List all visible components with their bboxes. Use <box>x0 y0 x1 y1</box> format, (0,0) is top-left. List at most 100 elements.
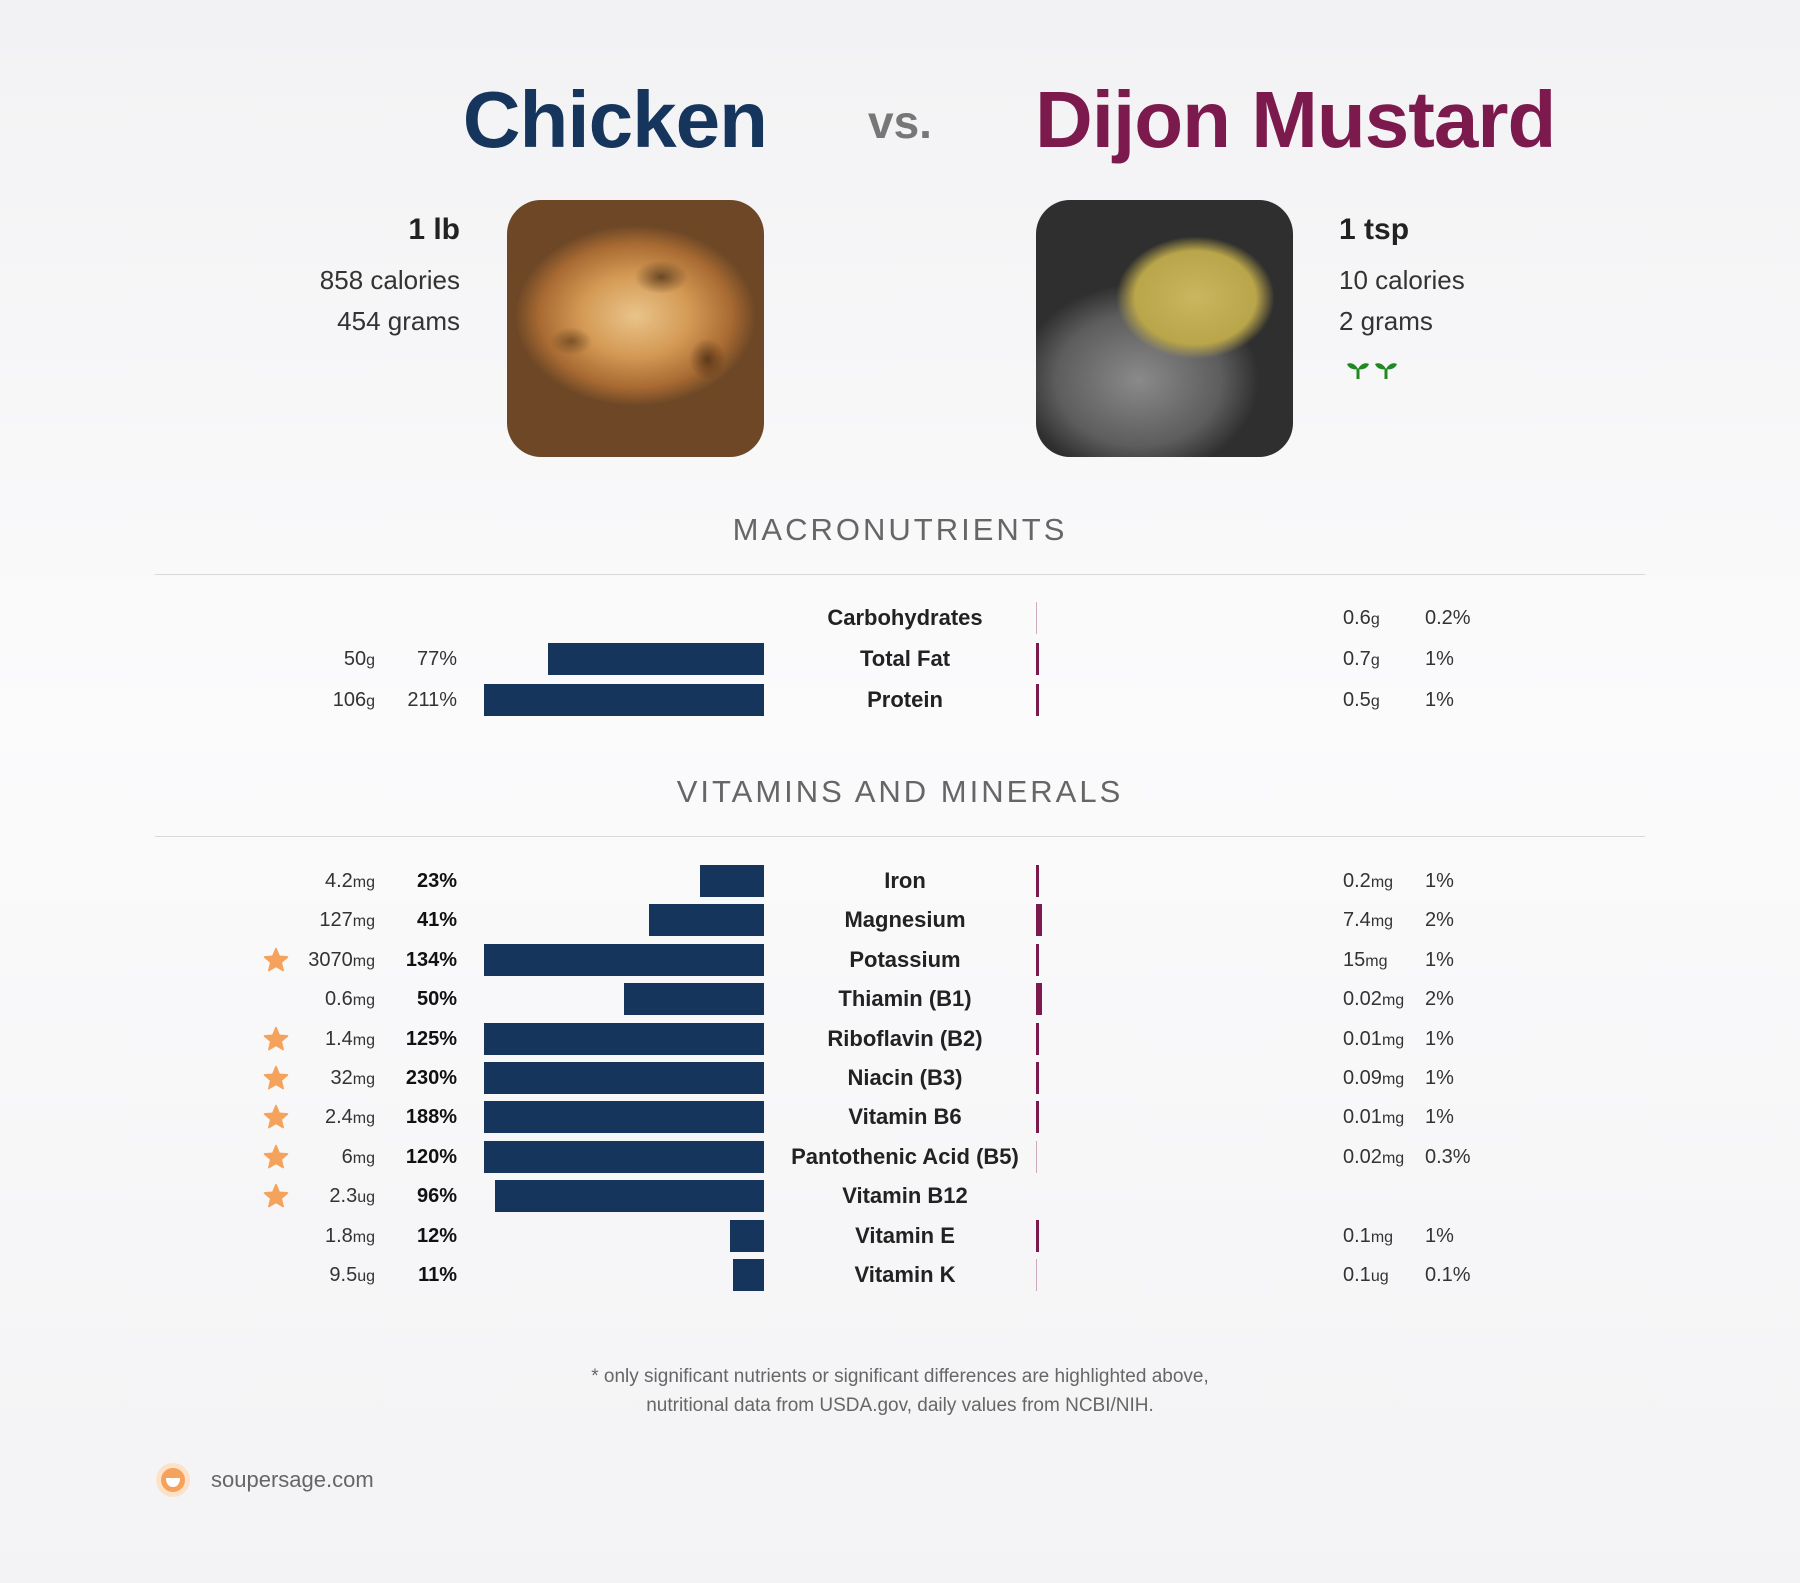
nutrient-row: 1.8mg 12% Vitamin E 0.1mg 1% <box>0 1216 1800 1256</box>
chicken-amount: 50g <box>344 639 375 679</box>
chicken-amount: 127mg <box>319 900 375 940</box>
mustard-serving: 1 tsp <box>1339 213 1410 246</box>
mustard-amount-unit: mg <box>1370 1228 1394 1246</box>
mustard-bar <box>1036 1259 1037 1291</box>
nutrient-name: Niacin (B3) <box>847 1065 963 1090</box>
mustard-amount: 0.5g <box>1343 680 1380 720</box>
mustard-amount-value: 0.7 <box>1343 648 1371 670</box>
mustard-bar <box>1036 684 1039 716</box>
chicken-amount: 106g <box>333 680 375 720</box>
mustard-percent: 1% <box>1425 1106 1454 1129</box>
mustard-percent: 2% <box>1425 909 1454 932</box>
nutrient-name: Protein <box>867 687 943 712</box>
chicken-amount-unit: mg <box>352 1228 375 1246</box>
mustard-bar <box>1036 1219 1039 1252</box>
mustard-calories: 10 calories <box>1339 265 1465 295</box>
versus-label: vs. <box>868 96 932 148</box>
vitamins-minerals-divider <box>155 836 1645 837</box>
mustard-amount-unit: mg <box>1370 913 1394 931</box>
brand-name[interactable]: soupersage.com <box>211 1467 374 1492</box>
macronutrients-divider <box>155 574 1645 575</box>
nutrient-name: Iron <box>884 868 926 893</box>
sprout-icon <box>1375 363 1397 379</box>
chicken-amount-unit: mg <box>352 1071 375 1088</box>
chicken-bar <box>484 943 764 976</box>
chicken-bar <box>649 904 764 937</box>
chicken-percent: 188% <box>405 1106 457 1129</box>
chicken-amount-unit: ug <box>357 1189 375 1207</box>
nutrient-row: 9.5ug 11% Vitamin K 0.1ug 0.1% <box>0 1255 1800 1295</box>
sprout-icon <box>1347 363 1369 379</box>
nutrient-name: Pantothenic Acid (B5) <box>791 1143 1019 1169</box>
chicken-bar <box>548 643 764 675</box>
nutrient-row: 3070mg 134% Potassium 15mg 1% <box>0 940 1800 980</box>
mustard-amount-unit: ug <box>1370 1268 1389 1285</box>
mustard-percent: 2% <box>1425 988 1454 1011</box>
mustard-percent: 0.2% <box>1425 607 1471 629</box>
dijon-mustard-title: Dijon Mustard <box>1035 75 1556 164</box>
chicken-amount: 0.6mg <box>325 979 375 1019</box>
chicken-amount: 2.4mg <box>325 1097 375 1137</box>
mustard-percent: 1% <box>1425 689 1454 711</box>
chicken-percent: 120% <box>405 1145 457 1168</box>
chicken-percent: 230% <box>405 1067 457 1089</box>
chicken-percent: 23% <box>416 870 457 892</box>
nutrient-name: Vitamin K <box>854 1262 956 1287</box>
chicken-amount-value: 6 <box>341 1145 353 1168</box>
mustard-amount-unit: mg <box>1381 1149 1405 1167</box>
mustard-amount-value: 15 <box>1343 948 1366 971</box>
mustard-amount-value: 0.02 <box>1343 988 1382 1011</box>
mustard-amount-value: 0.1 <box>1343 1224 1371 1247</box>
footnote: * only significant nutrients or signific… <box>0 1362 1800 1420</box>
nutrient-row: 50g 77% Total Fat 0.7g 1% <box>0 639 1800 679</box>
mustard-amount-unit: mg <box>1365 952 1388 970</box>
chicken-amount-unit: mg <box>352 1149 375 1167</box>
chicken-serving: 1 lb <box>408 213 460 246</box>
chicken-amount-unit: mg <box>352 1110 375 1128</box>
mustard-bar <box>1036 865 1039 897</box>
mustard-amount: 0.2mg <box>1343 861 1393 901</box>
chicken-amount-unit: mg <box>352 952 375 970</box>
mustard-percent: 1% <box>1425 1067 1454 1089</box>
nutrient-name: Thiamin (B1) <box>838 986 972 1012</box>
nutrient-name: Total Fat <box>859 646 951 671</box>
dijon-mustard-photo <box>1036 200 1293 457</box>
mustard-amount: 0.01mg <box>1343 1019 1404 1059</box>
nutrient-row: Carbohydrates 0.6g 0.2% <box>0 598 1800 638</box>
chicken-amount: 2.3ug <box>329 1176 375 1216</box>
chicken-amount-value: 1.4 <box>324 1027 353 1050</box>
mustard-bar <box>1036 1022 1039 1055</box>
mustard-bar <box>1036 643 1039 675</box>
mustard-amount-unit: mg <box>1381 1110 1405 1128</box>
chicken-amount-unit: mg <box>352 1031 375 1049</box>
mustard-bar <box>1036 943 1039 976</box>
mustard-amount: 0.02mg <box>1343 1137 1404 1177</box>
mustard-amount: 0.01mg <box>1343 1097 1404 1137</box>
mustard-amount-value: 0.5 <box>1343 689 1371 711</box>
chicken-amount: 6mg <box>342 1137 375 1177</box>
chicken-photo <box>507 200 764 457</box>
chicken-amount-unit: g <box>366 652 375 669</box>
mustard-percent: 0.3% <box>1425 1145 1471 1168</box>
mustard-amount-unit: mg <box>1370 874 1394 891</box>
chicken-amount-value: 0.6 <box>324 988 353 1011</box>
footnote-line-1: * only significant nutrients or signific… <box>591 1366 1209 1387</box>
mustard-amount-unit: mg <box>1381 1031 1405 1049</box>
mustard-amount: 0.1mg <box>1343 1216 1393 1256</box>
nutrient-name: Vitamin E <box>855 1222 955 1248</box>
brand[interactable]: soupersage.com <box>155 1462 374 1498</box>
nutrient-name: Vitamin B6 <box>848 1104 962 1130</box>
chicken-amount-value: 9.5 <box>329 1264 358 1286</box>
chicken-percent: 134% <box>405 948 457 971</box>
mustard-percent: 1% <box>1425 870 1454 892</box>
soupersage-logo-icon <box>156 1463 190 1497</box>
chicken-amount-unit: mg <box>352 913 375 931</box>
mustard-amount-unit: g <box>1370 611 1380 628</box>
chicken-amount-unit: mg <box>352 874 375 891</box>
star-icon <box>263 1065 289 1090</box>
chicken-bar <box>484 1022 764 1055</box>
nutrient-name: Vitamin B12 <box>842 1183 968 1209</box>
nutrient-row: 4.2mg 23% Iron 0.2mg 1% <box>0 861 1800 901</box>
plant-based-sprout-icon <box>1346 358 1398 380</box>
chicken-amount-value: 3070 <box>308 948 353 971</box>
